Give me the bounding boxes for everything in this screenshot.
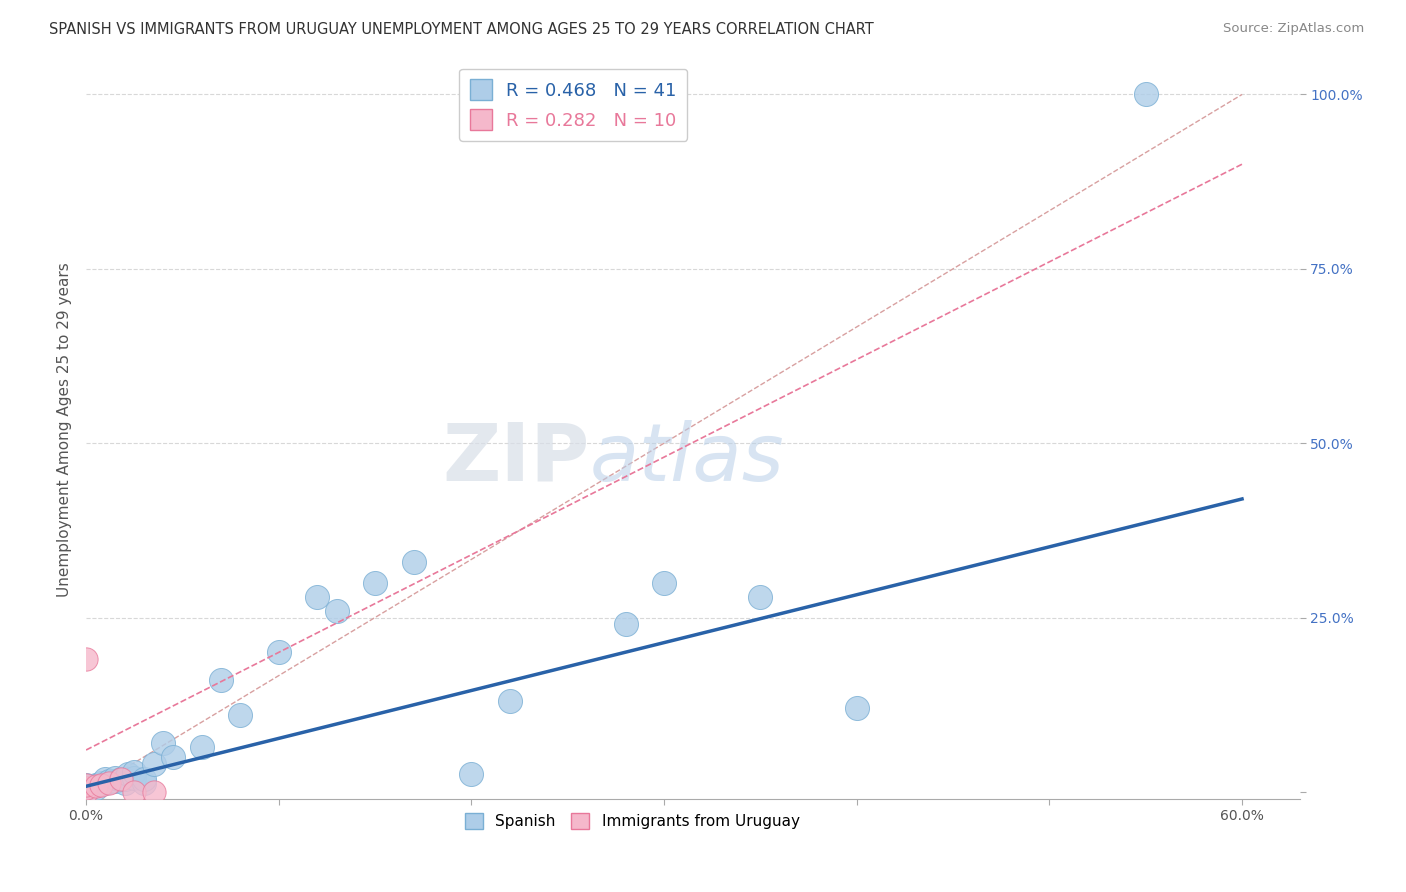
Point: [110, 772, 132, 787]
Point: [104, 774, 127, 789]
Point: [94, 772, 117, 787]
Point: [75, 781, 97, 796]
Point: [307, 590, 329, 604]
Point: [104, 771, 127, 785]
Point: [364, 575, 387, 590]
Point: [90, 776, 112, 790]
Point: [84, 778, 107, 792]
Point: [132, 776, 155, 790]
Point: [75, 779, 97, 793]
Text: atlas: atlas: [589, 420, 785, 498]
Point: [75, 778, 97, 792]
Text: Source: ZipAtlas.com: Source: ZipAtlas.com: [1223, 22, 1364, 36]
Point: [90, 778, 112, 792]
Point: [75, 785, 97, 799]
Point: [614, 617, 637, 632]
Point: [98, 776, 121, 790]
Point: [209, 673, 232, 688]
Point: [84, 779, 107, 793]
Point: [75, 652, 97, 666]
Point: [122, 765, 145, 780]
Text: ZIP: ZIP: [443, 420, 589, 498]
Point: [652, 575, 675, 590]
Point: [75, 785, 97, 799]
Point: [117, 767, 139, 781]
Point: [402, 555, 425, 569]
Point: [460, 767, 482, 781]
Point: [122, 785, 145, 799]
Point: [75, 785, 97, 799]
Point: [267, 645, 290, 659]
Point: [75, 778, 97, 792]
Point: [75, 781, 97, 796]
Point: [114, 776, 136, 790]
Point: [749, 590, 772, 604]
Point: [152, 736, 174, 750]
Point: [845, 701, 868, 715]
Point: [132, 772, 155, 787]
Y-axis label: Unemployment Among Ages 25 to 29 years: Unemployment Among Ages 25 to 29 years: [58, 262, 72, 597]
Point: [142, 785, 165, 799]
Point: [94, 776, 117, 790]
Point: [325, 603, 347, 617]
Legend: Spanish, Immigrants from Uruguay: Spanish, Immigrants from Uruguay: [458, 807, 806, 836]
Point: [75, 781, 97, 796]
Point: [142, 756, 165, 771]
Point: [162, 750, 184, 764]
Point: [1135, 87, 1157, 102]
Point: [84, 781, 107, 796]
Point: [122, 771, 145, 785]
Point: [98, 774, 121, 789]
Point: [229, 708, 252, 723]
Text: SPANISH VS IMMIGRANTS FROM URUGUAY UNEMPLOYMENT AMONG AGES 25 TO 29 YEARS CORREL: SPANISH VS IMMIGRANTS FROM URUGUAY UNEMP…: [49, 22, 875, 37]
Point: [499, 694, 522, 708]
Point: [75, 785, 97, 799]
Point: [190, 739, 212, 754]
Point: [110, 772, 132, 787]
Point: [114, 772, 136, 787]
